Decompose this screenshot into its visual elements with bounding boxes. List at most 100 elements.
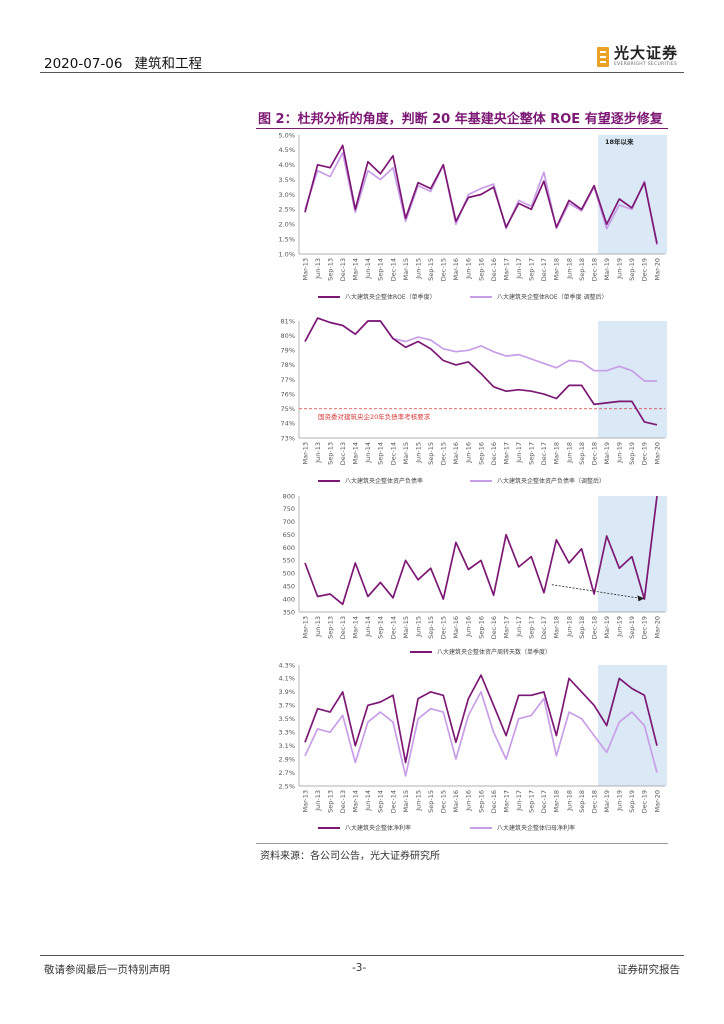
y-tick-label: 3.0% bbox=[278, 191, 295, 199]
x-tick-label: Sep-17 bbox=[528, 442, 536, 465]
x-tick-label: Jun-13 bbox=[314, 616, 322, 638]
x-tick-label: Jun-18 bbox=[565, 790, 573, 812]
x-tick-label: Jun-15 bbox=[414, 616, 422, 638]
x-tick-label: Dec-19 bbox=[641, 790, 649, 813]
x-tick-label: Jun-19 bbox=[616, 442, 624, 464]
x-tick-label: Jun-15 bbox=[414, 258, 422, 280]
x-tick-label: Mar-20 bbox=[653, 258, 661, 280]
x-tick-label: Dec-17 bbox=[540, 442, 548, 465]
y-tick-label: 450 bbox=[283, 583, 295, 591]
legend-label: 八大建筑央企整体资产周转天数（单季度） bbox=[437, 648, 551, 656]
x-tick-label: Jun-14 bbox=[364, 616, 372, 638]
x-tick-label: Mar-13 bbox=[301, 790, 309, 812]
highlight-band bbox=[598, 496, 667, 612]
legend-label: 八大建筑央企整体归母净利率 bbox=[497, 824, 575, 832]
x-tick-label: Dec-17 bbox=[540, 790, 548, 813]
y-tick-label: 75% bbox=[281, 405, 295, 413]
x-tick-label: Dec-14 bbox=[389, 790, 397, 813]
x-tick-label: Jun-13 bbox=[314, 442, 322, 464]
legend-label: 八大建筑央企整体资产负债率（调整后） bbox=[497, 477, 605, 485]
x-tick-label: Sep-14 bbox=[377, 616, 385, 639]
y-tick-label: 400 bbox=[283, 595, 295, 603]
x-tick-label: Sep-16 bbox=[477, 442, 485, 465]
x-tick-label: Mar-15 bbox=[402, 442, 410, 464]
x-tick-label: Mar-14 bbox=[352, 442, 360, 464]
x-tick-label: Jun-14 bbox=[364, 790, 372, 812]
x-tick-label: Sep-19 bbox=[628, 790, 636, 813]
chart-4: 2.5% 2.7% 2.9% 3.1% 3.3% 3.5% 3.7% 3.9% 4.1% 4.3%… bbox=[278, 661, 667, 832]
x-tick-label: Dec-16 bbox=[490, 442, 498, 465]
y-tick-label: 78% bbox=[281, 361, 295, 369]
x-tick-label: Dec-18 bbox=[590, 442, 598, 465]
y-tick-label: 2.5% bbox=[278, 782, 295, 790]
x-tick-label: Jun-18 bbox=[565, 616, 573, 638]
page-header: 2020-07-06 建筑和工程 bbox=[44, 52, 202, 72]
trend-arrow bbox=[551, 584, 641, 599]
x-tick-label: Sep-18 bbox=[578, 616, 586, 639]
y-tick-label: 80% bbox=[281, 332, 295, 340]
x-tick-label: Dec-18 bbox=[590, 616, 598, 639]
x-tick-label: Dec-16 bbox=[490, 790, 498, 813]
x-tick-label: Sep-13 bbox=[326, 790, 334, 813]
x-tick-label: Dec-14 bbox=[389, 258, 397, 281]
header-section: 建筑和工程 bbox=[134, 56, 202, 72]
x-tick-label: Dec-17 bbox=[540, 258, 548, 281]
x-tick-label: Dec-13 bbox=[339, 616, 347, 639]
x-tick-label: Dec-16 bbox=[490, 258, 498, 281]
x-tick-label: Jun-16 bbox=[465, 616, 473, 638]
chart-1: 1.0% 1.5% 2.0% 2.5% 3.0% 3.5% 4.0% 4.5% 5.0% Mar-… bbox=[278, 131, 667, 301]
x-tick-label: Mar-19 bbox=[603, 258, 611, 280]
y-tick-label: 1.5% bbox=[278, 235, 295, 243]
x-tick-label: Dec-13 bbox=[339, 442, 347, 465]
x-tick-label: Mar-18 bbox=[553, 616, 561, 638]
x-tick-label: Sep-15 bbox=[427, 442, 435, 465]
header-date: 2020-07-06 bbox=[44, 56, 123, 72]
legend-label: 八大建筑央企整体ROE（单季度） bbox=[345, 293, 436, 301]
x-tick-label: Mar-16 bbox=[452, 790, 460, 812]
x-tick-label: Mar-20 bbox=[653, 790, 661, 812]
y-tick-label: 73% bbox=[281, 434, 295, 442]
x-tick-label: Sep-13 bbox=[326, 442, 334, 465]
y-tick-label: 4.5% bbox=[278, 146, 295, 154]
x-tick-label: Jun-13 bbox=[314, 258, 322, 280]
highlight-band bbox=[598, 665, 667, 786]
y-tick-label: 2.7% bbox=[278, 769, 295, 777]
x-tick-label: Jun-14 bbox=[364, 442, 372, 464]
x-tick-label: Sep-15 bbox=[427, 790, 435, 813]
y-tick-label: 5.0% bbox=[278, 131, 295, 139]
y-tick-label: 3.1% bbox=[278, 742, 295, 750]
y-tick-label: 750 bbox=[283, 505, 295, 513]
x-tick-label: Jun-19 bbox=[616, 616, 624, 638]
footer-divider bbox=[40, 955, 684, 956]
x-tick-label: Mar-13 bbox=[301, 616, 309, 638]
figure-title: 图 2：杜邦分析的角度，判断 20 年基建央企整体 ROE 有望逐步修复 bbox=[258, 112, 663, 127]
x-tick-label: Dec-19 bbox=[641, 616, 649, 639]
x-tick-label: Jun-17 bbox=[515, 258, 523, 280]
x-tick-label: Mar-18 bbox=[553, 258, 561, 280]
y-tick-label: 77% bbox=[281, 376, 295, 384]
title-divider bbox=[256, 128, 668, 129]
x-tick-label: Dec-15 bbox=[440, 616, 448, 639]
y-tick-label: 3.3% bbox=[278, 729, 295, 737]
x-tick-label: Mar-13 bbox=[301, 258, 309, 280]
x-tick-label: Mar-14 bbox=[352, 790, 360, 812]
x-tick-label: Sep-17 bbox=[528, 616, 536, 639]
x-tick-label: Sep-19 bbox=[628, 442, 636, 465]
x-tick-label: Mar-18 bbox=[553, 442, 561, 464]
footer-page-number: -3- bbox=[352, 962, 367, 974]
x-tick-label: Dec-14 bbox=[389, 616, 397, 639]
x-tick-label: Sep-13 bbox=[326, 616, 334, 639]
series-line-1 bbox=[304, 144, 658, 244]
x-tick-label: Jun-16 bbox=[465, 442, 473, 464]
x-tick-label: Dec-18 bbox=[590, 258, 598, 281]
x-tick-label: Sep-18 bbox=[578, 442, 586, 465]
x-tick-label: Mar-15 bbox=[402, 258, 410, 280]
x-tick-label: Jun-16 bbox=[465, 258, 473, 280]
chart-3: 350 400 450 500 550 600 650 700 750 800 Mar-13 Jun-… bbox=[283, 492, 667, 656]
y-tick-label: 74% bbox=[281, 420, 295, 428]
y-tick-label: 3.9% bbox=[278, 688, 295, 696]
logo: 光大证券 EVERBRIGHT SECURITIES bbox=[596, 46, 678, 67]
x-tick-label: Dec-16 bbox=[490, 616, 498, 639]
y-tick-label: 2.9% bbox=[278, 755, 295, 763]
y-tick-label: 2.5% bbox=[278, 206, 295, 214]
